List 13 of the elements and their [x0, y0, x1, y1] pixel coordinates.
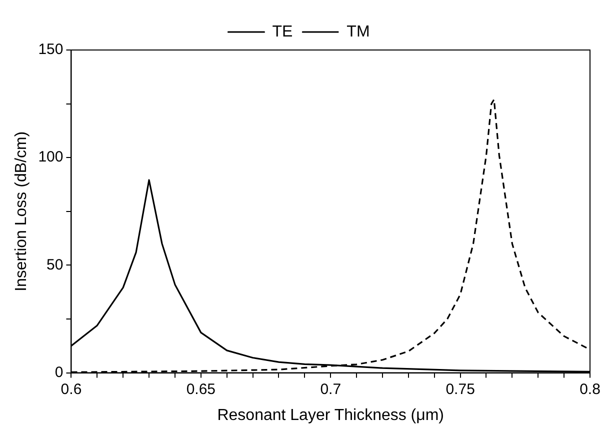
y-axis-title: Insertion Loss (dB/cm)	[13, 131, 30, 292]
x-tick-label: 0.7	[320, 380, 342, 398]
y-tick-label: 150	[38, 41, 64, 58]
legend-label: TE	[272, 23, 293, 40]
y-tick-label: 100	[38, 148, 64, 166]
y-tick-label: 50	[46, 256, 64, 274]
x-tick-label: 0.65	[186, 380, 216, 398]
x-axis-title: Resonant Layer Thickness (μm)	[217, 406, 444, 424]
legend-label: TM	[346, 23, 370, 40]
y-tick-label: 0	[54, 364, 64, 381]
x-tick-label: 0.6	[60, 380, 82, 398]
x-tick-label: 0.75	[446, 380, 475, 398]
x-tick-label: 0.8	[580, 380, 600, 398]
